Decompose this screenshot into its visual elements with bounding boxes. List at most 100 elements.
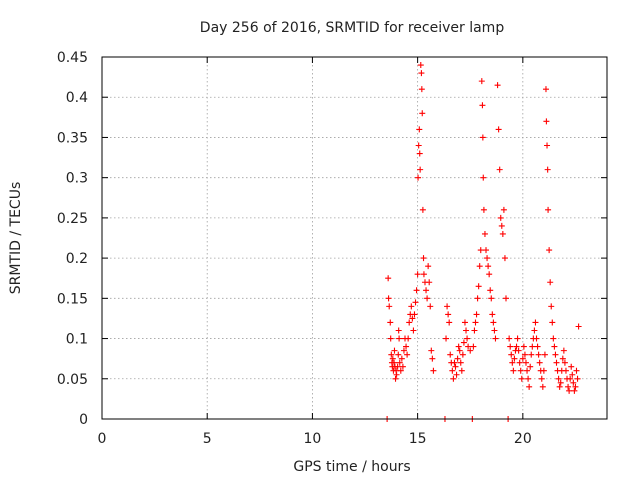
data-point (481, 230, 488, 237)
data-point (397, 367, 404, 374)
x-tick-label: 5 (203, 431, 212, 447)
data-point (408, 303, 415, 310)
data-point (506, 335, 513, 342)
data-point (387, 319, 394, 326)
data-point (534, 343, 541, 350)
data-point (476, 263, 483, 270)
data-point (562, 367, 569, 374)
data-point (511, 355, 518, 362)
data-point (527, 363, 534, 370)
data-point (404, 351, 411, 358)
data-point (487, 287, 494, 294)
data-point (568, 363, 575, 370)
data-point (472, 319, 479, 326)
data-point (508, 351, 515, 358)
data-point (539, 383, 546, 390)
data-point (414, 271, 421, 278)
data-point (556, 383, 563, 390)
data-point (514, 335, 521, 342)
data-point (385, 295, 392, 302)
x-tick-label: 20 (514, 431, 532, 447)
data-point (501, 255, 508, 262)
data-point (557, 379, 564, 386)
data-point (531, 327, 538, 334)
data-point (391, 347, 398, 354)
data-point (499, 230, 506, 237)
data-point (500, 206, 507, 213)
data-point (544, 142, 551, 149)
data-point (457, 359, 464, 366)
data-point (565, 383, 572, 390)
data-point (418, 70, 425, 77)
data-point (492, 335, 499, 342)
data-point (515, 347, 522, 354)
data-point (538, 375, 545, 382)
y-tick-label: 0.25 (57, 211, 88, 227)
data-point (496, 166, 503, 173)
x-tick-label: 10 (304, 431, 322, 447)
data-point (405, 335, 412, 342)
data-point (516, 359, 523, 366)
data-point (549, 319, 556, 326)
y-tick-label: 0 (79, 412, 88, 428)
data-point (426, 279, 433, 286)
data-point (411, 311, 418, 318)
data-point (450, 375, 457, 382)
data-point (513, 343, 520, 350)
y-tick-label: 0.2 (66, 251, 88, 267)
data-point (551, 343, 558, 350)
data-point (420, 255, 427, 262)
data-point (465, 343, 472, 350)
data-point (519, 355, 526, 362)
data-point (509, 359, 516, 366)
data-point (488, 295, 495, 302)
data-point (524, 367, 531, 374)
data-point (461, 319, 468, 326)
data-point (552, 351, 559, 358)
data-point (571, 387, 578, 394)
data-point (453, 371, 460, 378)
data-point (395, 351, 402, 358)
y-tick-label: 0.3 (66, 171, 88, 187)
data-point (479, 134, 486, 141)
data-point (495, 126, 502, 133)
data-point (573, 367, 580, 374)
data-point (522, 359, 529, 366)
data-point (545, 206, 552, 213)
data-point (560, 347, 567, 354)
data-point (386, 303, 393, 310)
data-point (392, 375, 399, 382)
data-point (490, 319, 497, 326)
data-point (393, 371, 400, 378)
data-point (529, 343, 536, 350)
y-tick-label: 0.1 (66, 332, 88, 348)
data-point (423, 287, 430, 294)
data-point (480, 206, 487, 213)
data-point (548, 303, 555, 310)
data-point (458, 367, 465, 374)
y-tick-label: 0.05 (57, 372, 88, 388)
data-point (536, 359, 543, 366)
data-point (394, 363, 401, 370)
data-point (474, 295, 481, 302)
data-point (542, 86, 549, 93)
data-point (416, 126, 423, 133)
data-point (455, 343, 462, 350)
data-point (520, 343, 527, 350)
data-point (471, 327, 478, 334)
data-point (444, 303, 451, 310)
data-point (428, 347, 435, 354)
data-point (483, 247, 490, 254)
data-point (446, 319, 453, 326)
data-point (424, 295, 431, 302)
data-point (451, 359, 458, 366)
data-points (384, 62, 582, 422)
data-point (532, 319, 539, 326)
data-point (567, 375, 574, 382)
data-point (546, 247, 553, 254)
data-point (480, 174, 487, 181)
data-point (535, 351, 542, 358)
data-point (452, 363, 459, 370)
data-point (387, 335, 394, 342)
